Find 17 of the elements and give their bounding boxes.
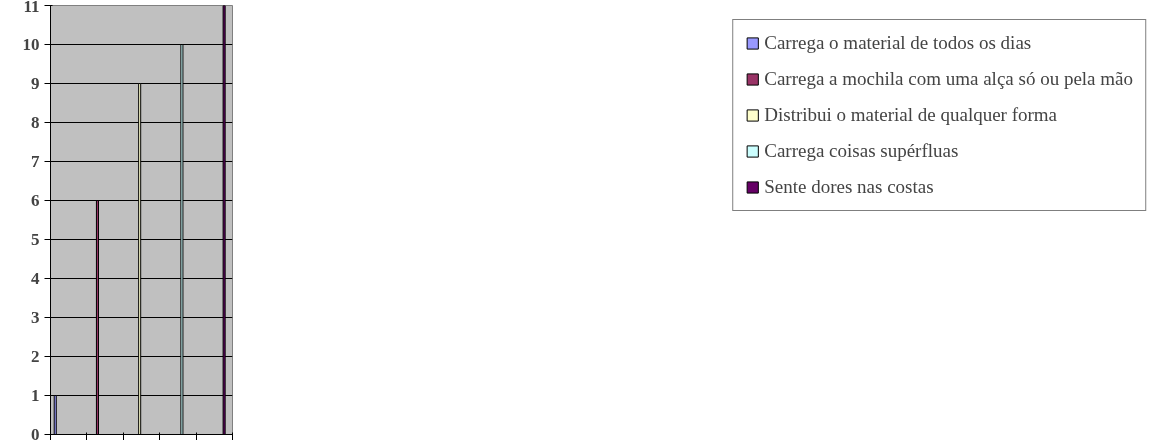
y-tick-label: 10	[22, 35, 40, 54]
y-tick-label: 8	[31, 113, 40, 132]
y-tick-label: 2	[31, 347, 40, 366]
legend-label: Sente dores nas costas	[764, 176, 934, 198]
y-tick-label: 4	[31, 269, 40, 288]
y-tick-label: 5	[31, 230, 40, 249]
legend-label: Carrega coisas supérfluas	[764, 140, 959, 162]
legend-label: Carrega o material de todos os dias	[764, 32, 1032, 54]
y-tick-label: 3	[31, 308, 40, 327]
y-tick-label: 0	[31, 425, 40, 444]
y-tick-label: 7	[31, 152, 40, 171]
legend-label: Carrega a mochila com uma alça só ou pela mão	[764, 68, 1133, 90]
y-tick-label: 9	[31, 74, 40, 93]
y-tick-label: 6	[31, 191, 40, 210]
y-tick-label: 11	[23, 0, 40, 16]
y-tick-label: 1	[31, 386, 40, 405]
legend-label: Distribui o material de qualquer forma	[764, 104, 1058, 126]
